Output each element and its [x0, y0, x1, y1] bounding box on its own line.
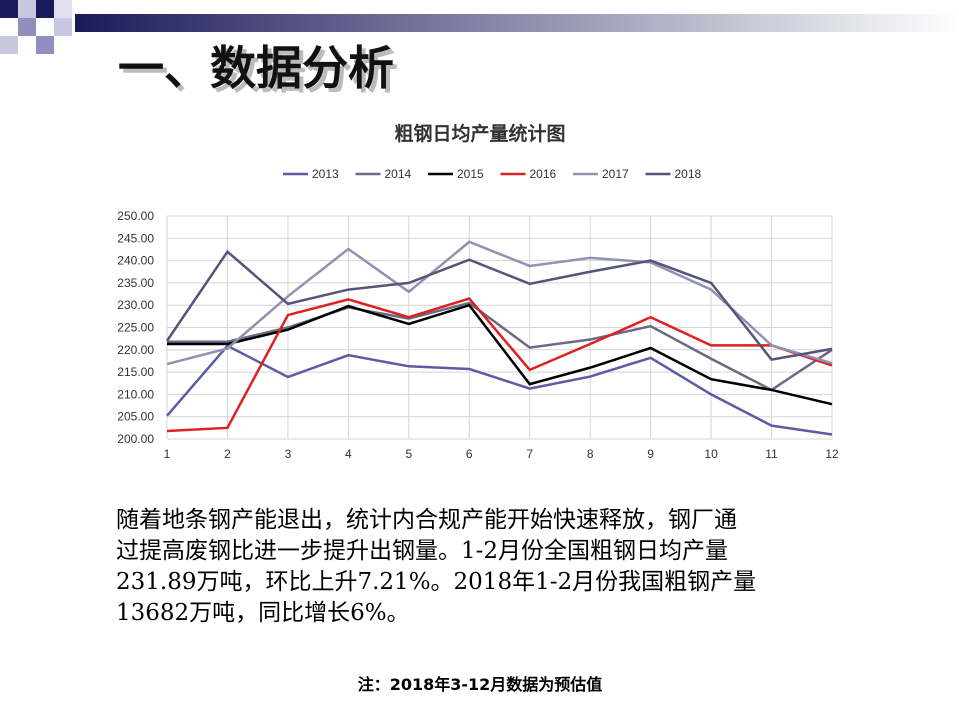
body-line: 231.89万吨，环比上升7.21%。2018年1-2月份我国粗钢产量 — [116, 569, 756, 595]
x-tick-label: 6 — [466, 447, 473, 461]
y-tick-label: 200.00 — [117, 432, 154, 446]
y-tick-label: 235.00 — [117, 276, 154, 290]
slide-title: 一、数据分析 — [118, 41, 394, 95]
y-tick-label: 240.00 — [117, 254, 154, 268]
series-line — [166, 240, 833, 366]
chart: 200.00 205.00 210.00 215.00 220.00 225.00 230.… — [117, 167, 839, 461]
decoration — [0, 0, 959, 54]
legend-label: 2013 — [312, 167, 339, 181]
legend-label: 2015 — [457, 167, 484, 181]
body-line: 随着地条钢产能退出，统计内合规产能开始快速释放，钢厂通 — [116, 507, 737, 533]
x-tick-label: 4 — [345, 447, 352, 461]
x-tick-label: 1 — [164, 447, 171, 461]
body-text: 随着地条钢产能退出，统计内合规产能开始快速释放，钢厂通过提高废钢比进一步提升出钢… — [116, 507, 756, 626]
title-shadow: 一、数据分析 — [122, 45, 398, 99]
legend-label: 2018 — [675, 167, 702, 181]
x-tick-label: 7 — [526, 447, 533, 461]
y-tick-label: 250.00 — [117, 209, 154, 223]
legend-label: 2017 — [602, 167, 629, 181]
y-tick-label: 210.00 — [117, 387, 154, 401]
y-tick-label: 205.00 — [117, 410, 154, 424]
series-line — [165, 249, 833, 361]
body-line: 过提高废钢比进一步提升出钢量。1-2月份全国粗钢日均产量 — [116, 538, 728, 564]
series-line — [166, 297, 833, 433]
y-tick-label: 215.00 — [117, 365, 154, 379]
x-tick-label: 12 — [825, 447, 839, 461]
y-tick-label: 225.00 — [117, 321, 154, 335]
y-tick-label: 230.00 — [117, 298, 154, 312]
legend-label: 2016 — [530, 167, 557, 181]
x-tick-label: 9 — [647, 447, 654, 461]
legend-label: 2014 — [385, 167, 412, 181]
chart-title: 粗钢日均产量统计图 — [394, 122, 565, 145]
x-tick-label: 10 — [704, 447, 718, 461]
x-tick-label: 3 — [285, 447, 292, 461]
x-tick-label: 8 — [587, 447, 594, 461]
body-line: 13682万吨，同比增长6%。 — [116, 600, 410, 626]
footnote: 注：2018年3-12月数据为预估值 — [358, 675, 603, 694]
series-line — [166, 344, 833, 436]
x-tick-label: 5 — [405, 447, 412, 461]
x-tick-label: 2 — [224, 447, 231, 461]
series-line — [167, 301, 833, 392]
y-tick-label: 245.00 — [117, 231, 154, 245]
y-tick-label: 220.00 — [117, 343, 154, 357]
x-tick-label: 11 — [765, 447, 778, 461]
